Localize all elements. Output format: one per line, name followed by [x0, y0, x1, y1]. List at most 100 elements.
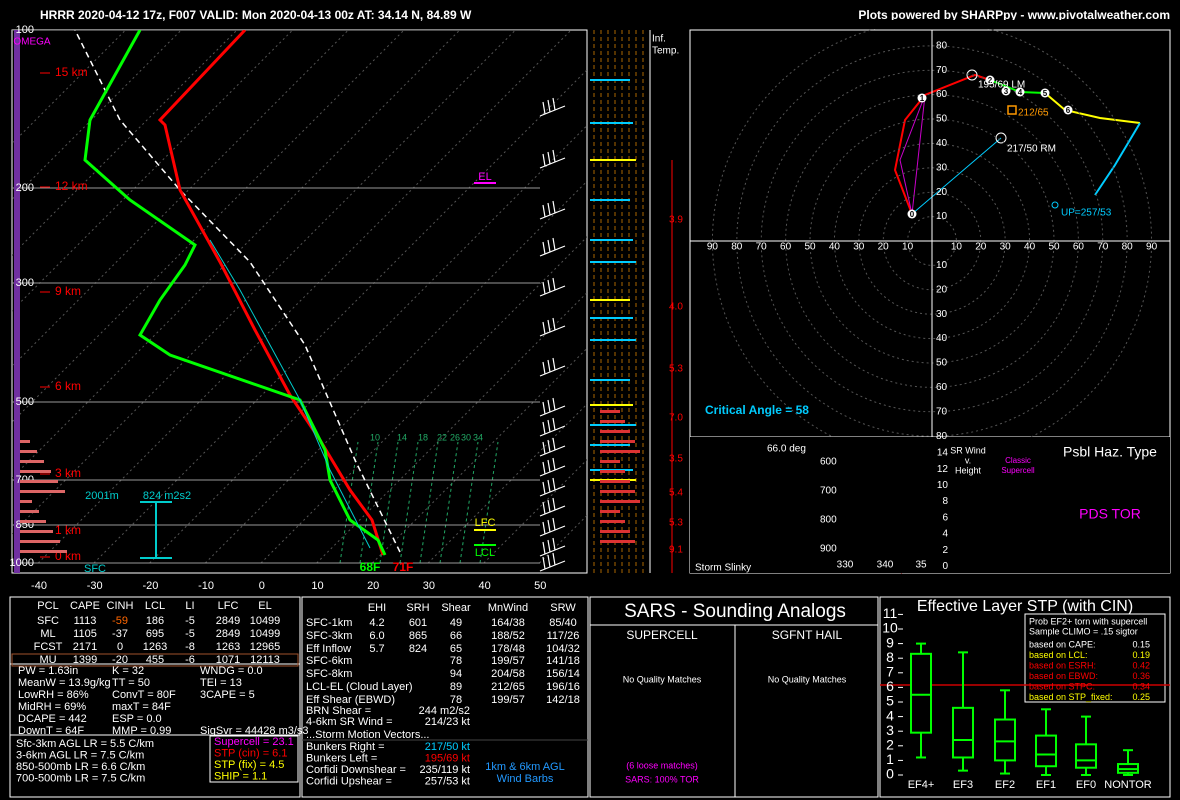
stp-tick-label: 1	[886, 751, 894, 767]
omega-bar	[600, 460, 620, 463]
label: 1105	[73, 628, 97, 640]
label: 199/57	[491, 655, 525, 667]
label: No Quality Matches	[623, 674, 702, 684]
omega-bar	[600, 540, 635, 543]
pressure-label: 200	[16, 182, 34, 194]
label: 695	[146, 628, 164, 640]
label: 4-6km SR Wind =	[306, 716, 393, 728]
hodo-0-3km	[893, 73, 991, 215]
label: MU	[39, 654, 56, 666]
barb-flag	[552, 97, 556, 111]
label: 78	[450, 655, 462, 667]
temp-label: 50	[534, 580, 546, 592]
label: 104/32	[546, 643, 580, 655]
inf-label: 3.5	[669, 454, 683, 465]
label: 78	[450, 694, 462, 706]
label: EHI	[368, 602, 386, 614]
label: 1	[920, 94, 925, 103]
label: SFC-6km	[306, 655, 352, 667]
barb-flag	[552, 517, 556, 531]
label: 865	[409, 630, 427, 642]
label: 217/50 kt	[425, 741, 470, 753]
label: 217/50 RM	[1007, 144, 1056, 155]
height-label: 4	[942, 529, 948, 540]
wetbulb-profile	[209, 239, 371, 549]
label: Effective Layer STP (with CIN)	[917, 598, 1133, 615]
barb-flag	[552, 317, 556, 331]
up-marker	[1051, 201, 1059, 209]
inf-label: 9.1	[669, 545, 683, 556]
label: -59	[112, 615, 128, 627]
skewt-background	[12, 30, 587, 564]
box	[910, 652, 932, 734]
barb-flag	[552, 477, 556, 491]
label: 601	[409, 617, 427, 629]
label: based on STPC:	[1029, 681, 1095, 691]
label: SFC-8km	[306, 668, 352, 680]
omega-bar	[600, 470, 625, 473]
isotherm	[12, 30, 294, 312]
label: MMP = 0.99	[112, 725, 171, 737]
mixing-ratio-label: 18	[418, 432, 428, 442]
hodo-x-label: 70	[1097, 242, 1109, 253]
hodo-y-label: 60	[936, 382, 948, 393]
barb-flag	[547, 539, 551, 553]
label: LI	[185, 600, 194, 612]
barb-flag	[552, 277, 556, 291]
inf-label: 7.0	[669, 413, 683, 424]
label: 1113	[74, 615, 97, 627]
temp-label: -20	[142, 580, 158, 592]
label: 196/16	[546, 681, 580, 693]
stp-category: EF3	[953, 779, 973, 791]
label: 1km & 6km AGL	[485, 761, 564, 773]
pressure-label: 1000	[10, 557, 34, 569]
hodo-y-label: 60	[936, 89, 948, 100]
label: SARS: 100% TOR	[625, 774, 699, 784]
hodo-x-label: 20	[878, 242, 890, 253]
barb-flag	[547, 279, 551, 293]
hodo-x-label: 30	[1000, 242, 1012, 253]
hodo-y-label: 50	[936, 358, 948, 369]
temp-label: -40	[31, 580, 47, 592]
mixing-ratio-line	[359, 441, 379, 564]
height-label: 14	[937, 448, 949, 459]
hodo-x-label: 60	[1073, 242, 1085, 253]
sars-panel	[589, 596, 879, 798]
label: Storm Slinky	[695, 563, 751, 574]
hodo-y-label: 20	[936, 284, 948, 295]
temp-label: 10	[311, 580, 323, 592]
isotherm	[12, 30, 516, 535]
label: 244 m2/s2	[419, 705, 470, 717]
label: Wind Barbs	[497, 773, 554, 785]
stp-category: EF0	[1076, 779, 1096, 791]
height-marker	[917, 93, 927, 103]
barb-flag	[552, 552, 556, 566]
label: SFC-1km	[306, 617, 352, 629]
barb-flag	[547, 439, 551, 453]
label: FCST	[34, 641, 63, 653]
barb-staff	[539, 465, 566, 477]
label: Corfidi Upshear =	[306, 775, 392, 787]
label: SRW	[550, 602, 576, 614]
isotherm	[427, 403, 587, 564]
label: 4	[1018, 88, 1023, 97]
barb-flag	[547, 99, 551, 113]
pressure-label: 100	[16, 24, 34, 36]
barb-flag	[542, 204, 546, 218]
label: Sample CLIMO = .15 sigtor	[1029, 626, 1138, 636]
label: 10499	[250, 615, 281, 627]
hodo-x-label: 70	[756, 242, 768, 253]
label: SigSvr = 44428 m3/s3	[200, 725, 309, 737]
label: K = 32	[112, 665, 144, 677]
label: MidRH = 69%	[18, 701, 86, 713]
mixing-ratio-line	[379, 441, 399, 564]
label: 85/40	[549, 617, 577, 629]
run-info: HRRR 2020-04-12 17z, F007 VALID: Mon 202…	[40, 8, 472, 22]
label: 71F	[393, 560, 414, 574]
barb-staff	[539, 545, 566, 557]
label: EL	[478, 171, 491, 183]
barb-flag	[547, 499, 551, 513]
barb-flag	[547, 554, 551, 568]
barb-staff	[539, 485, 566, 497]
label: 68F	[360, 560, 381, 574]
